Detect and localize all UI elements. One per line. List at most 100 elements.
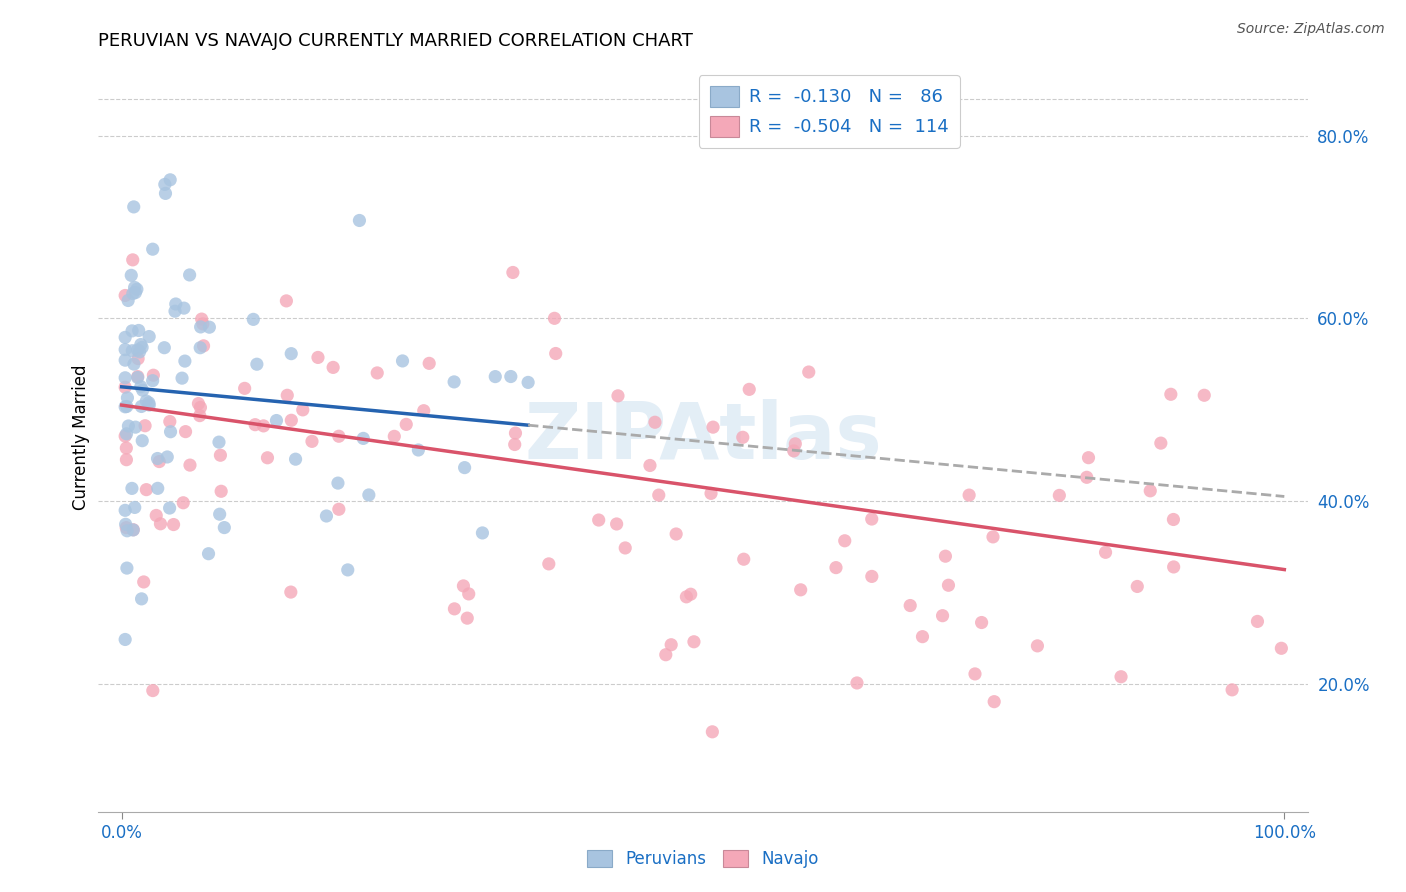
Point <box>284 452 307 467</box>
Point <box>280 413 302 427</box>
Point <box>114 330 136 344</box>
Point <box>115 561 138 575</box>
Point <box>124 500 146 515</box>
Point <box>502 265 524 279</box>
Point <box>963 667 986 681</box>
Point <box>418 356 440 370</box>
Point <box>352 431 374 445</box>
Point <box>190 320 212 334</box>
Point <box>114 353 136 368</box>
Point <box>700 486 723 500</box>
Point <box>117 293 139 308</box>
Point <box>280 585 302 599</box>
Point <box>357 488 380 502</box>
Point <box>785 437 807 451</box>
Point <box>537 557 560 571</box>
Point <box>679 587 702 601</box>
Point <box>120 268 142 283</box>
Point <box>159 173 181 187</box>
Point <box>1094 545 1116 559</box>
Point <box>970 615 993 630</box>
Point <box>162 517 184 532</box>
Point <box>683 634 706 648</box>
Point <box>1126 579 1149 593</box>
Point <box>214 520 236 534</box>
Point <box>127 370 149 384</box>
Point <box>1163 560 1185 574</box>
Point <box>129 337 152 351</box>
Point <box>957 488 980 502</box>
Point <box>1077 450 1099 465</box>
Point <box>471 525 494 540</box>
Point <box>159 501 181 516</box>
Point <box>322 360 344 375</box>
Point <box>931 608 953 623</box>
Point <box>503 437 526 451</box>
Point <box>366 366 388 380</box>
Point <box>443 375 465 389</box>
Point <box>280 346 302 360</box>
Point <box>153 341 176 355</box>
Point <box>131 434 153 448</box>
Point <box>256 450 278 465</box>
Point <box>114 380 136 394</box>
Point <box>128 323 150 337</box>
Point <box>145 508 167 523</box>
Point <box>1246 615 1268 629</box>
Point <box>505 426 527 441</box>
Point <box>252 418 274 433</box>
Point <box>307 351 329 365</box>
Point <box>981 530 1004 544</box>
Point <box>179 458 201 472</box>
Point <box>114 517 136 532</box>
Point <box>276 388 298 402</box>
Point <box>193 339 215 353</box>
Point <box>179 268 201 282</box>
Point <box>1194 388 1216 402</box>
Text: PERUVIAN VS NAVAJO CURRENTLY MARRIED CORRELATION CHART: PERUVIAN VS NAVAJO CURRENTLY MARRIED COR… <box>98 32 693 50</box>
Point <box>499 369 522 384</box>
Point <box>174 425 197 439</box>
Point <box>156 450 179 464</box>
Point <box>131 591 153 606</box>
Point <box>115 426 138 441</box>
Point <box>644 415 666 429</box>
Point <box>129 379 152 393</box>
Point <box>543 311 565 326</box>
Point <box>173 301 195 315</box>
Point <box>209 484 232 499</box>
Point <box>142 374 165 388</box>
Point <box>655 648 678 662</box>
Point <box>121 286 143 301</box>
Point <box>115 441 138 455</box>
Point <box>328 502 350 516</box>
Point <box>733 552 755 566</box>
Point <box>125 282 148 296</box>
Point <box>738 382 761 396</box>
Point <box>659 638 682 652</box>
Point <box>121 252 143 267</box>
Point <box>163 304 186 318</box>
Point <box>336 563 359 577</box>
Point <box>1047 488 1070 502</box>
Point <box>588 513 610 527</box>
Point <box>276 293 298 308</box>
Point <box>860 512 883 526</box>
Point <box>131 400 153 414</box>
Point <box>159 415 181 429</box>
Point <box>783 444 806 458</box>
Point <box>291 402 314 417</box>
Point <box>114 288 136 302</box>
Point <box>170 371 193 385</box>
Point <box>115 400 138 414</box>
Point <box>443 602 465 616</box>
Point <box>132 574 155 589</box>
Text: ZIPAtlas: ZIPAtlas <box>524 399 882 475</box>
Point <box>395 417 418 432</box>
Point <box>938 578 960 592</box>
Point <box>1076 470 1098 484</box>
Point <box>188 409 211 423</box>
Point <box>122 523 145 537</box>
Point <box>702 724 724 739</box>
Point <box>607 389 630 403</box>
